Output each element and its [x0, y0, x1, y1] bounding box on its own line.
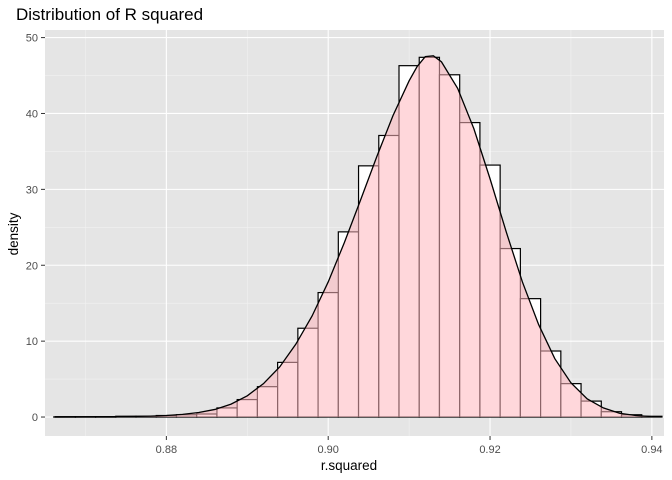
y-tick-label: 10: [26, 336, 38, 348]
x-tick-label: 0.88: [156, 444, 177, 456]
y-tick-label: 20: [26, 260, 38, 272]
y-axis-title: density: [6, 212, 21, 255]
y-tick-label: 30: [26, 184, 38, 196]
y-tick-label: 0: [32, 412, 38, 424]
y-tick-label: 40: [26, 108, 38, 120]
x-tick-label: 0.90: [317, 444, 338, 456]
y-tick-label: 50: [26, 33, 38, 45]
x-tick-label: 0.94: [641, 444, 662, 456]
density-curve: [53, 55, 652, 418]
x-axis-title: r.squared: [321, 458, 377, 473]
x-axis: 0.88 0.90 0.92 0.94: [156, 436, 663, 456]
density-area: [53, 55, 652, 418]
y-axis: 0 10 20 30 40 50: [26, 33, 45, 424]
chart-title: Distribution of R squared: [16, 5, 203, 24]
x-tick-label: 0.92: [479, 444, 500, 456]
